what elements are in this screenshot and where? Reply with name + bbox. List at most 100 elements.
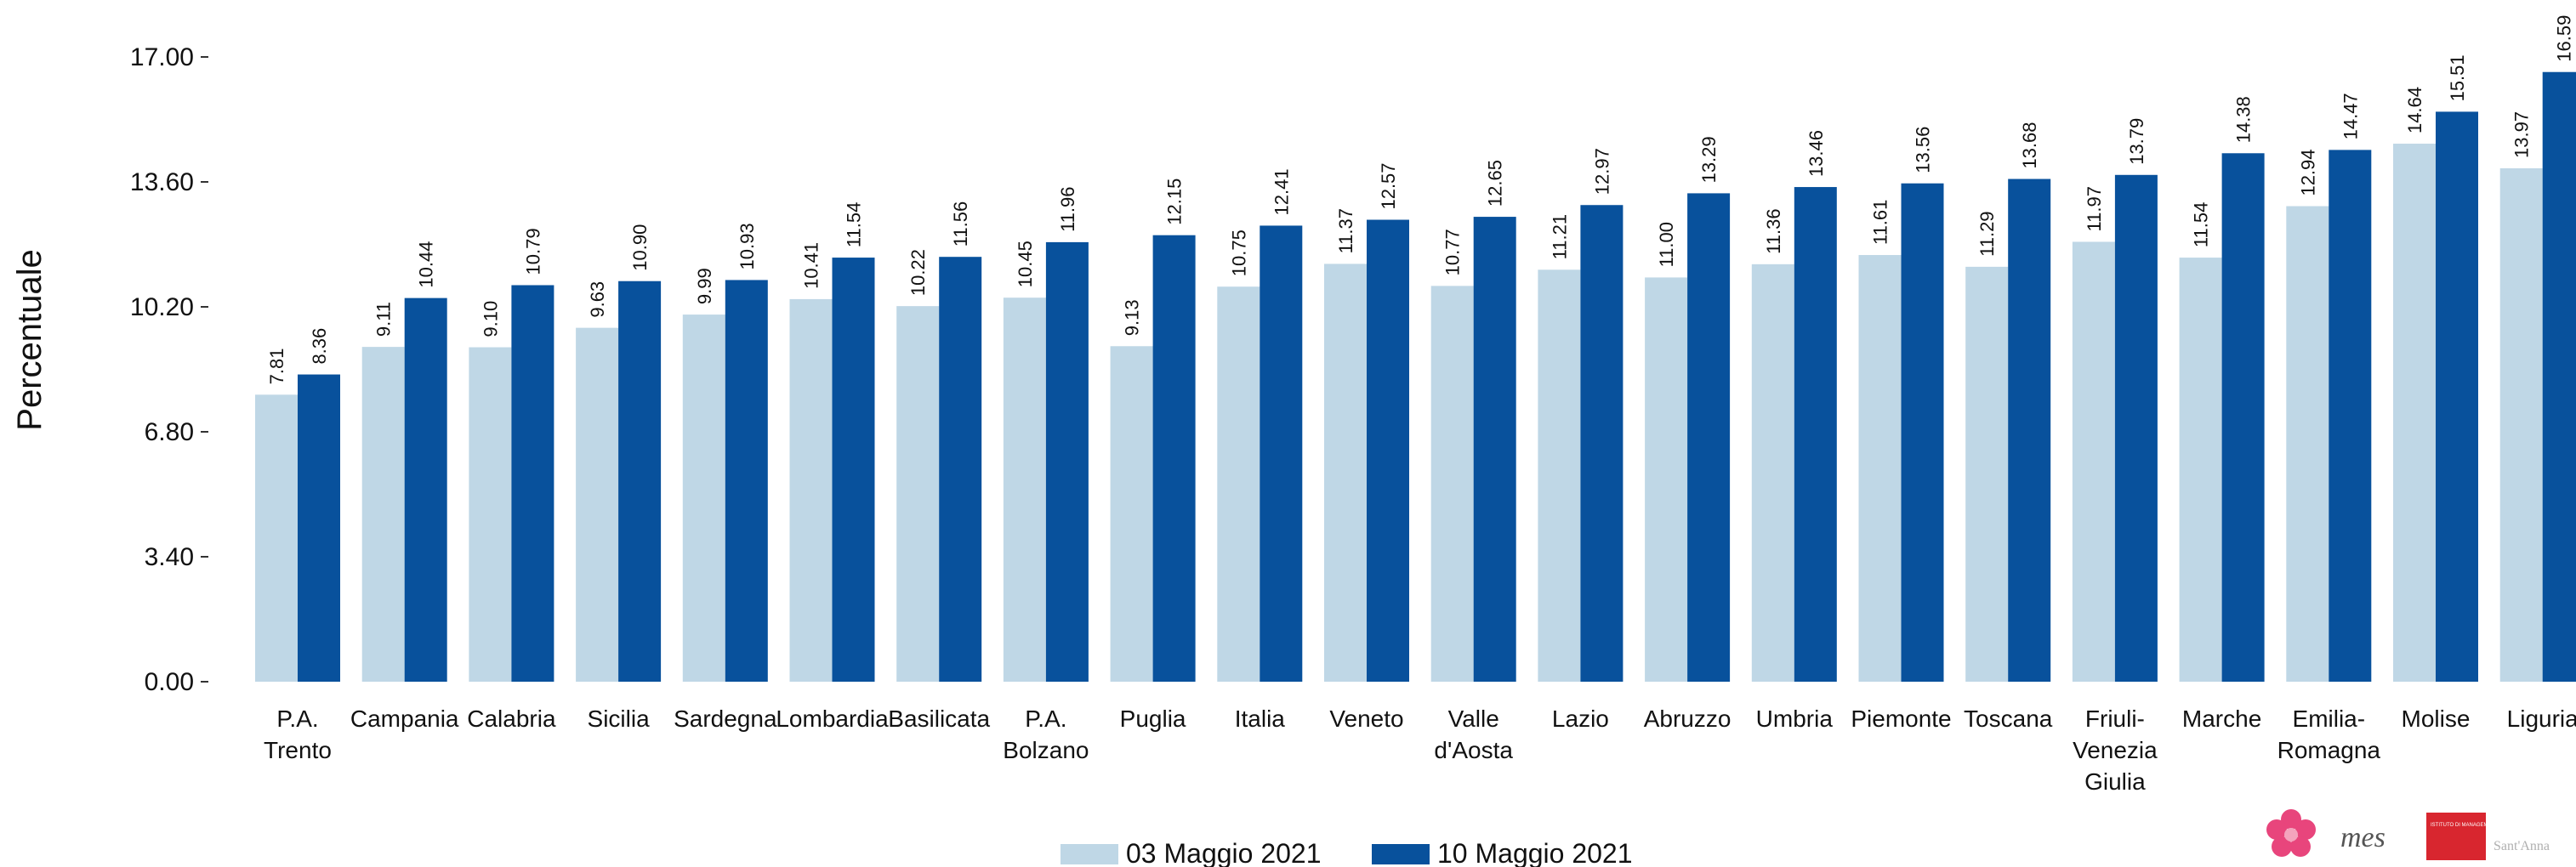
data-label: 9.63 (587, 281, 608, 318)
data-label: 10.90 (629, 224, 651, 271)
bar-series-2 (1687, 193, 1731, 682)
data-label: 11.96 (1057, 186, 1078, 231)
category-label: Lazio (1552, 706, 1609, 732)
flower-logo (2266, 809, 2316, 857)
x-axis-labels: P.A. Trento Campania Calabria Sicilia Sardegn… (264, 706, 2576, 795)
category-label: Toscana (1964, 706, 2053, 732)
y-tick-label: 17.00 (130, 43, 194, 71)
data-label: 12.41 (1271, 168, 1292, 215)
bar-series-1 (896, 306, 940, 682)
legend-swatch-series-2 (1372, 844, 1430, 864)
y-axis: 0.00 3.40 6.80 10.20 13.60 17.00 (130, 43, 208, 696)
category-label: Puglia (1120, 706, 1186, 732)
data-label: 14.38 (2233, 96, 2255, 143)
data-label: 9.99 (694, 268, 715, 304)
svg-text:ISTITUTO DI MANAGEMENT: ISTITUTO DI MANAGEMENT (2431, 823, 2499, 828)
bar-series-1 (469, 347, 512, 682)
y-tick-label: 3.40 (145, 543, 194, 571)
bar-series-2 (1580, 205, 1624, 683)
data-label: 13.56 (1913, 127, 1934, 173)
data-label: 11.29 (1976, 211, 1998, 256)
data-label: 12.65 (1485, 160, 1506, 207)
bar-series-1 (2179, 258, 2222, 682)
category-label: Lombardia (776, 706, 889, 732)
category-label: Umbria (1756, 706, 1834, 732)
bar-series-1 (1430, 286, 1474, 682)
data-label: 8.36 (309, 328, 330, 365)
category-label: Piemonte (1851, 706, 1951, 732)
bar-series-1 (361, 347, 405, 682)
data-label: 7.81 (266, 348, 287, 385)
y-axis-title: Percentuale (11, 249, 48, 430)
santanna-logo: Sant'Anna (2494, 839, 2550, 853)
y-tick-label: 10.20 (130, 293, 194, 321)
data-label: 10.45 (1015, 241, 1036, 287)
data-label: 10.93 (736, 223, 758, 269)
data-label: 11.21 (1549, 214, 1570, 259)
bar-series-2 (618, 280, 662, 682)
bar-series-2 (298, 374, 340, 682)
bar-series-2 (1901, 183, 1944, 682)
legend: 03 Maggio 2021 10 Maggio 2021 (1061, 838, 1633, 867)
bar-series-2 (2008, 178, 2051, 682)
bar-series-2 (404, 298, 447, 682)
category-label: Liguria (2507, 706, 2576, 732)
data-label: 12.97 (1591, 148, 1612, 195)
bar-series-2 (1473, 217, 1516, 682)
data-label: 12.15 (1164, 178, 1186, 225)
bar-series-1 (2286, 206, 2329, 683)
legend-label-series-1: 03 Maggio 2021 (1126, 838, 1322, 867)
bar-series-2 (939, 257, 982, 682)
bar-series-2 (2436, 111, 2478, 682)
bar-series-1 (2393, 144, 2436, 683)
bar-series-2 (1045, 241, 1089, 682)
category-label: Sardegna (674, 706, 777, 732)
bar-series-1 (1110, 346, 1153, 682)
data-label: 10.79 (522, 228, 543, 275)
bar-series-1 (2072, 241, 2115, 683)
data-label: 12.57 (1378, 162, 1399, 209)
data-label: 11.00 (1656, 222, 1677, 267)
data-label: 11.97 (2084, 186, 2105, 231)
data-label: 10.41 (801, 242, 822, 289)
category-label: P.A. (276, 706, 318, 732)
bars (255, 71, 2576, 683)
data-label: 13.79 (2126, 118, 2147, 165)
value-labels: 7.81 9.11 9.10 9.63 9.99 10.41 10.22 10.45 9.13 1… (266, 15, 2575, 385)
y-tick-label: 0.00 (145, 668, 194, 696)
data-label: 11.56 (950, 201, 971, 246)
category-label: Giulia (2084, 768, 2146, 795)
category-label: Calabria (467, 706, 556, 732)
category-label: Friuli- (2085, 706, 2145, 732)
bar-series-2 (2329, 150, 2372, 682)
bar-series-1 (1324, 264, 1367, 682)
bar-series-1 (682, 314, 725, 682)
category-label: Sicilia (588, 706, 651, 732)
category-label: Molise (2402, 706, 2471, 732)
bar-series-1 (1858, 255, 1902, 682)
bar-series-2 (1367, 219, 1409, 682)
data-label: 9.13 (1122, 299, 1143, 336)
category-label: Abruzzo (1644, 706, 1732, 732)
bar-series-1 (1217, 286, 1260, 682)
data-label: 11.37 (1335, 208, 1356, 253)
bar-series-1 (1003, 298, 1046, 682)
legend-label-series-2: 10 Maggio 2021 (1437, 838, 1633, 867)
bar-series-2 (1260, 225, 1303, 682)
category-label: Venezia (2073, 737, 2158, 763)
bar-series-2 (1152, 235, 1196, 682)
bar-series-1 (255, 394, 298, 682)
data-label: 13.29 (1698, 136, 1720, 183)
bar-series-2 (832, 258, 875, 682)
legend-swatch-series-1 (1061, 844, 1118, 864)
category-label: Basilicata (888, 706, 990, 732)
data-label: 15.51 (2447, 54, 2468, 101)
data-label: 14.47 (2340, 93, 2361, 139)
category-label: d'Aosta (1434, 737, 1513, 763)
bar-series-2 (2542, 71, 2576, 683)
y-tick-label: 13.60 (130, 168, 194, 196)
data-label: 13.46 (1805, 130, 1827, 177)
category-label: Bolzano (1003, 737, 1089, 763)
category-label: Veneto (1329, 706, 1403, 732)
